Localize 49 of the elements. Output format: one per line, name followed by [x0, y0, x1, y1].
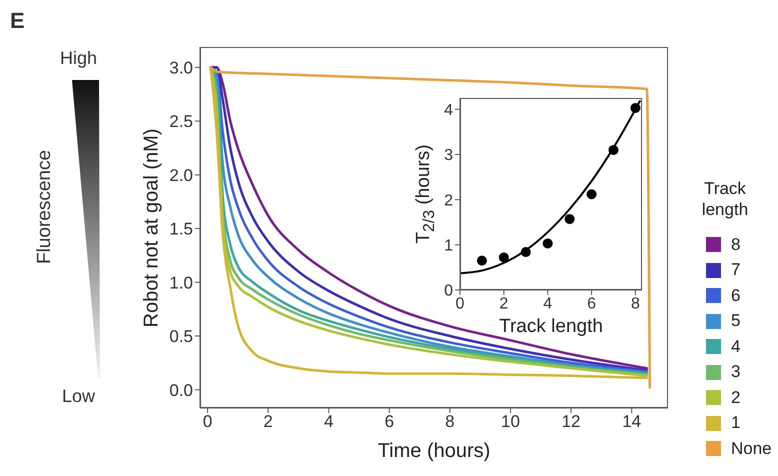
text: High — [60, 48, 98, 69]
y-tick-label: 0 — [444, 282, 454, 300]
x-tick-label: 8 — [445, 412, 455, 432]
y-tick-label: 2.0 — [169, 166, 193, 185]
y-tick-label: 0.0 — [169, 380, 193, 400]
x-tick-label: 6 — [587, 295, 596, 312]
point — [520, 247, 531, 258]
x-tick-label: 10 — [501, 412, 520, 432]
legend-label: 1 — [731, 413, 740, 434]
x-tick-label: 12 — [562, 412, 581, 432]
x-tick-label: 6 — [384, 412, 394, 432]
text: Low — [62, 386, 96, 407]
text: E — [10, 8, 25, 34]
point — [608, 144, 618, 155]
x-tick-label: 0 — [202, 412, 212, 432]
x-tick-label: 2 — [263, 412, 273, 432]
legend-label: 3 — [731, 362, 740, 382]
x-tick-label: 0 — [456, 295, 465, 312]
y-tick-label: 1.5 — [169, 220, 193, 239]
x-axis-title: Track length — [498, 316, 604, 338]
y-tick-label: 1.0 — [169, 273, 193, 292]
text: Fluorescence — [34, 148, 56, 266]
legend-label: None — [731, 438, 772, 459]
x-tick-label: 4 — [324, 412, 334, 432]
x-tick-label: 2 — [499, 295, 508, 312]
x-tick-label: 14 — [622, 412, 642, 432]
y-tick-label: 0.5 — [169, 327, 193, 346]
point — [498, 252, 509, 262]
y-tick-label: 3.0 — [169, 58, 193, 78]
legend-label: 7 — [731, 260, 740, 280]
point — [542, 238, 553, 248]
x-tick-label: 4 — [543, 295, 552, 312]
legend-title: Track length — [700, 178, 750, 220]
legend-label: 2 — [731, 388, 740, 408]
legend-label: 4 — [731, 336, 740, 357]
y-tick-label: 2 — [444, 192, 454, 210]
point — [564, 214, 575, 224]
x-axis-title: Time (hours) — [376, 440, 492, 463]
y-tick-label: 1 — [444, 238, 454, 255]
y-axis-title: Robot not at goal (nM) — [140, 127, 163, 329]
legend-label: 5 — [731, 311, 740, 332]
point — [476, 256, 487, 266]
x-tick-label: 8 — [630, 295, 640, 312]
y-tick-label: 3 — [444, 147, 454, 164]
y-tick-label: 2.5 — [169, 112, 193, 132]
legend-label: 8 — [731, 234, 740, 255]
point — [586, 189, 597, 200]
y-tick-label: 4 — [444, 102, 454, 119]
point — [630, 102, 640, 113]
